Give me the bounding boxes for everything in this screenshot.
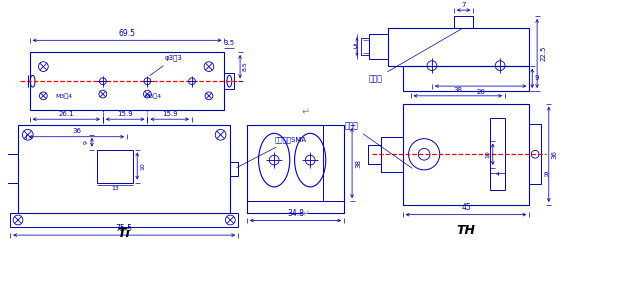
Text: 15.9: 15.9 [162, 111, 178, 117]
Text: 5: 5 [353, 44, 357, 50]
Text: 13: 13 [111, 186, 119, 191]
Text: 9: 9 [84, 140, 89, 144]
Bar [454, 16, 473, 28]
Text: 7: 7 [462, 2, 466, 8]
Text: 36: 36 [72, 128, 81, 134]
Text: 34.8: 34.8 [287, 209, 304, 218]
Bar [18, 125, 231, 213]
Bar [10, 213, 238, 227]
Bar [530, 124, 541, 185]
Text: 45: 45 [461, 203, 471, 212]
Bar [403, 66, 530, 91]
Bar [231, 162, 238, 176]
Bar [388, 28, 530, 66]
Text: M3深4: M3深4 [145, 93, 162, 99]
Text: Ti: Ti [118, 227, 131, 240]
Bar [369, 34, 388, 59]
Text: 69.5: 69.5 [119, 29, 136, 38]
Bar [225, 73, 234, 89]
Text: M3深4: M3深4 [55, 93, 72, 99]
Text: 38: 38 [355, 159, 361, 168]
Text: 22.5: 22.5 [540, 46, 546, 61]
Bar [247, 125, 344, 213]
Text: 通光孔: 通光孔 [369, 29, 461, 83]
Text: 10: 10 [140, 162, 145, 170]
Bar [247, 201, 344, 213]
Text: 38: 38 [453, 87, 462, 93]
Bar [368, 145, 381, 164]
Text: ↵: ↵ [301, 210, 309, 220]
Text: 8.5: 8.5 [243, 62, 248, 72]
Bar [381, 137, 403, 172]
Text: 3.5: 3.5 [224, 40, 235, 46]
Text: 26.1: 26.1 [58, 111, 74, 117]
Text: 75.5: 75.5 [116, 224, 133, 233]
Bar [403, 104, 530, 205]
Text: TH: TH [457, 224, 476, 237]
Text: 15.9: 15.9 [117, 111, 133, 117]
Text: 4: 4 [496, 172, 500, 177]
Text: 安装孔: 安装孔 [344, 121, 412, 168]
Bar [361, 38, 369, 55]
Bar [97, 150, 133, 182]
Text: 20: 20 [476, 89, 485, 95]
Text: 10: 10 [485, 150, 490, 158]
Text: ↵: ↵ [301, 107, 309, 117]
Bar [30, 52, 225, 110]
Text: R: R [543, 172, 548, 178]
Bar [0, 154, 18, 183]
Text: φ3深3: φ3深3 [150, 55, 183, 76]
Text: 9: 9 [534, 75, 538, 81]
Text: 36: 36 [552, 150, 558, 159]
Text: 射频接口SMA: 射频接口SMA [237, 137, 306, 168]
